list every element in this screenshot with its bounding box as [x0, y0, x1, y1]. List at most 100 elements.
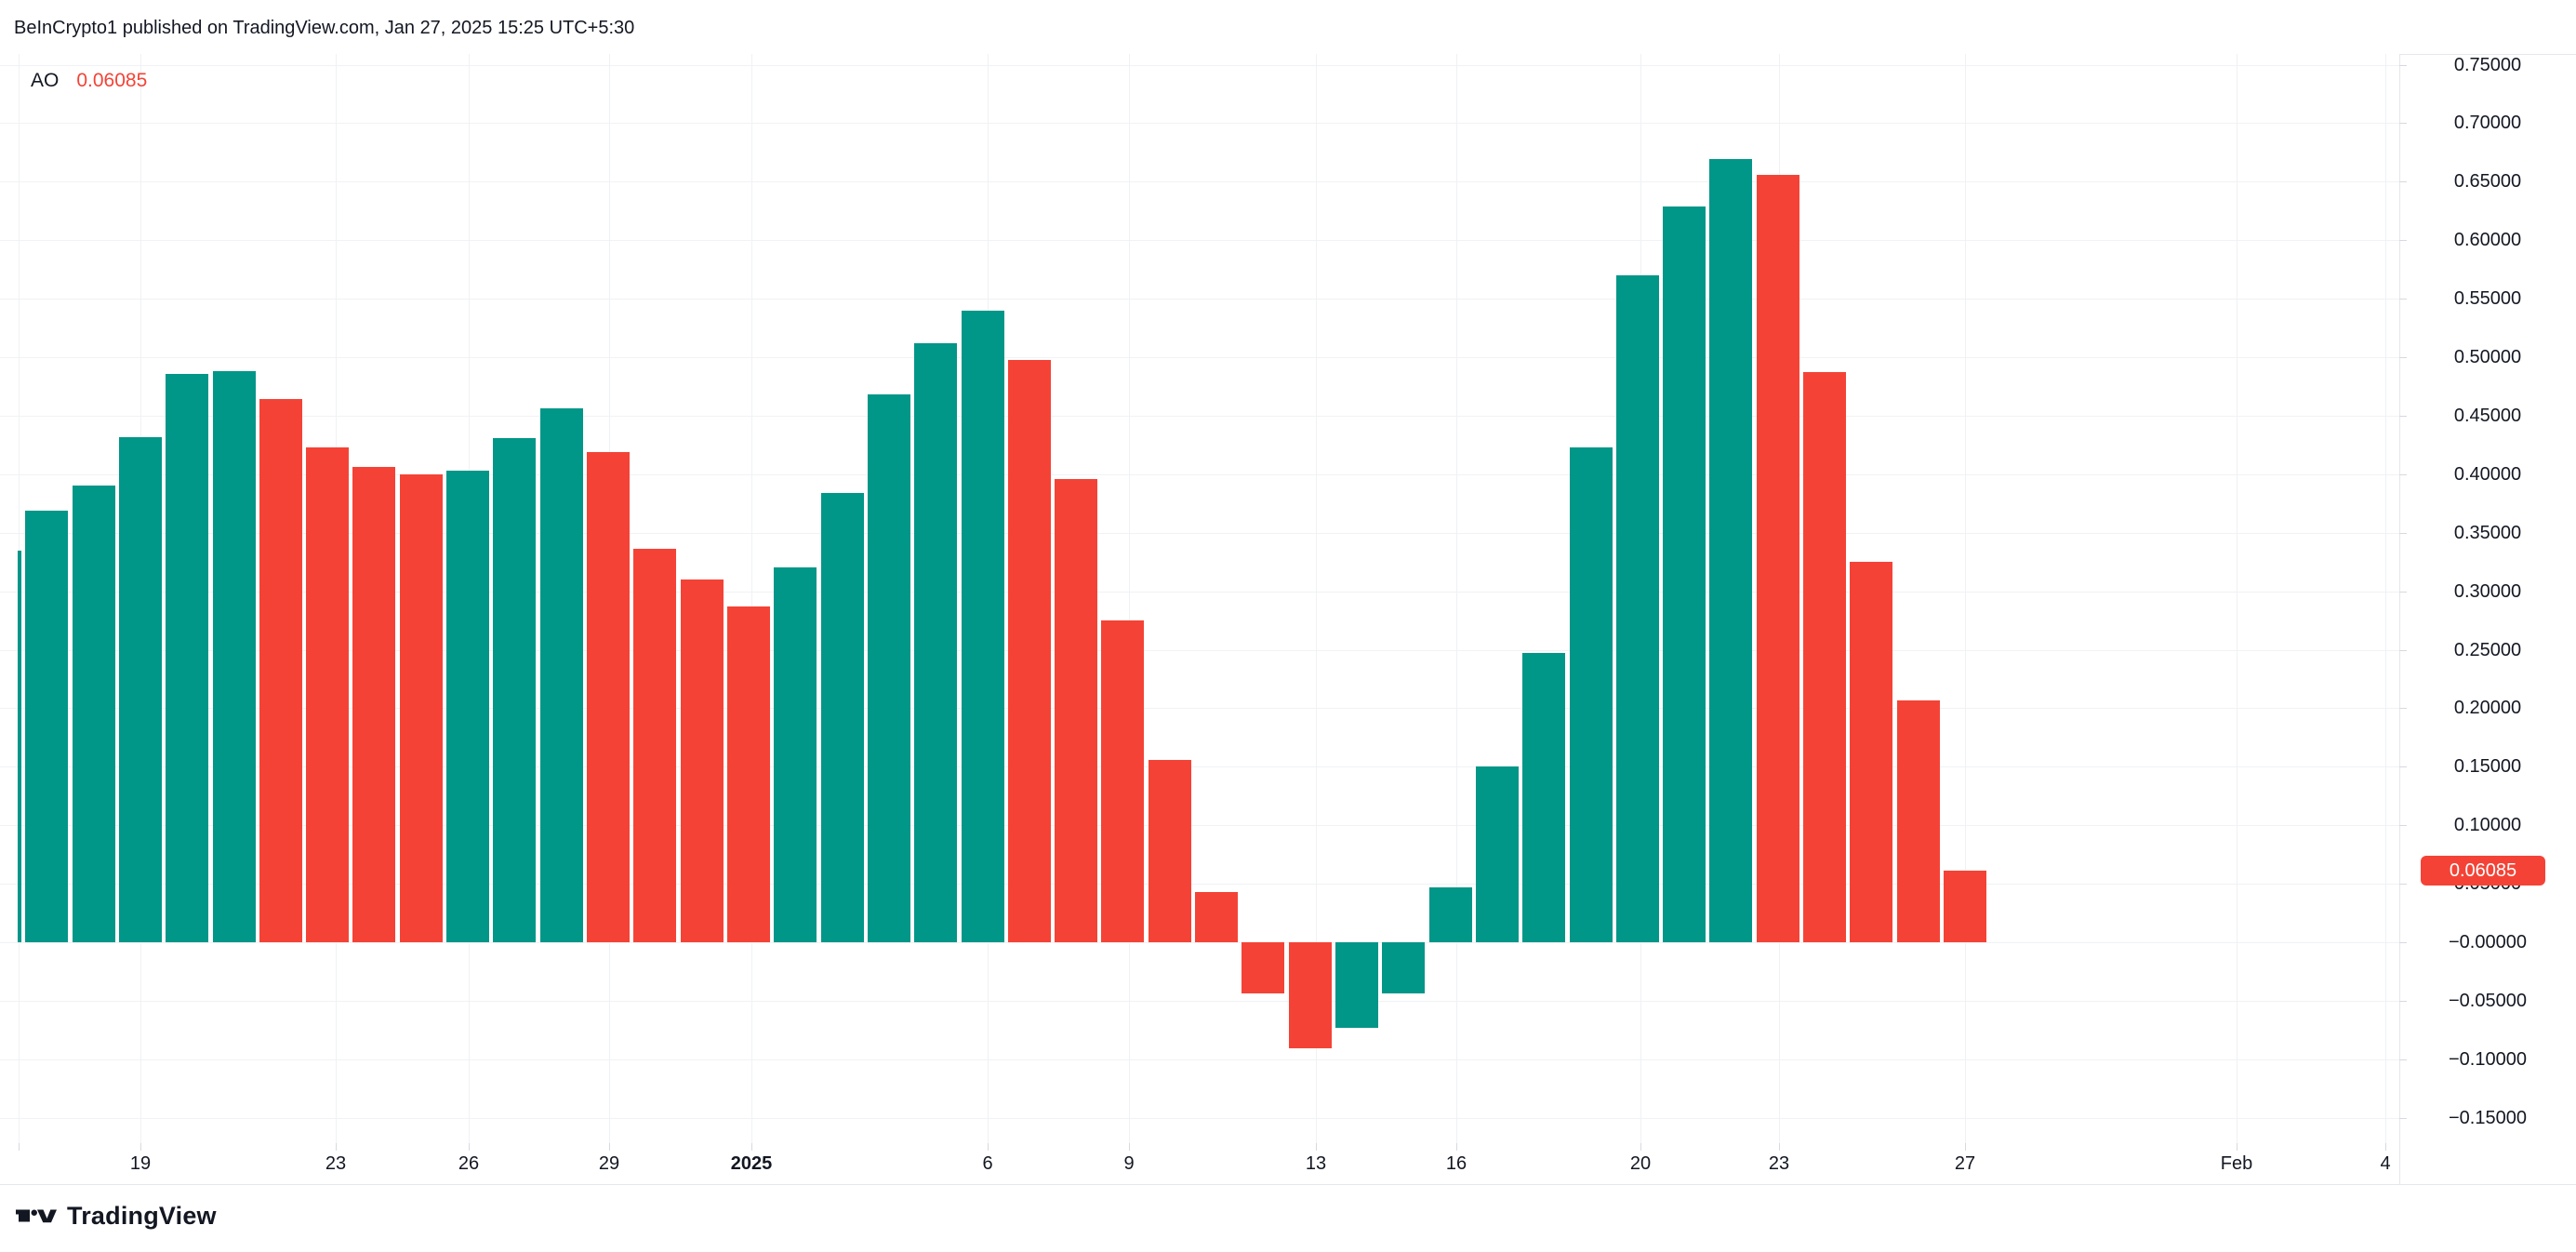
ao-histogram-bar-dec-30[interactable]	[633, 549, 676, 942]
price-axis-tick	[2399, 825, 2407, 826]
ao-histogram-bar-jan-20[interactable]	[1616, 275, 1659, 942]
ao-histogram-bar-dec-26[interactable]	[446, 471, 489, 942]
time-axis-tick	[751, 1143, 752, 1151]
ao-histogram-bar-dec-24[interactable]	[352, 467, 395, 942]
time-axis-tick	[140, 1143, 141, 1151]
ao-histogram-bar-jan-18[interactable]	[1522, 653, 1565, 942]
ao-histogram-bar-jan-8[interactable]	[1055, 479, 1097, 942]
price-axis-tick	[2399, 533, 2407, 534]
ao-chart-plot-area[interactable]	[0, 54, 2399, 1184]
horizontal-gridline	[0, 65, 2399, 66]
ao-histogram-bar-dec-25[interactable]	[400, 474, 443, 942]
horizontal-gridline	[0, 240, 2399, 241]
time-axis-label: 4	[2380, 1153, 2391, 1174]
ao-histogram-bar-dec-20[interactable]	[166, 374, 208, 942]
time-axis-tick	[19, 1143, 20, 1151]
time-axis-tick	[988, 1143, 989, 1151]
price-axis-tick	[2399, 65, 2407, 66]
price-axis-tick	[2399, 766, 2407, 767]
ao-histogram-bar-jan-27[interactable]	[1944, 871, 1986, 942]
price-axis[interactable]: 0.75000 0.70000 0.65000 0.60000 0.55000 0.500…	[2399, 54, 2576, 1184]
ao-histogram-bar-dec-22[interactable]	[259, 399, 302, 942]
ao-histogram-bar-dec-16[interactable]	[18, 551, 21, 942]
vertical-gridline	[1316, 54, 1317, 1151]
ao-histogram-bar-jan-3[interactable]	[821, 493, 864, 942]
horizontal-gridline	[0, 181, 2399, 182]
horizontal-gridline	[0, 533, 2399, 534]
price-axis-tick	[2399, 592, 2407, 593]
ao-histogram-bar-dec-18[interactable]	[73, 486, 115, 942]
ao-histogram-bar-dec-23[interactable]	[306, 447, 349, 942]
price-axis-tick	[2399, 1001, 2407, 1002]
ao-histogram-bar-jan-17[interactable]	[1476, 766, 1519, 942]
ao-histogram-bar-jan-7[interactable]	[1008, 360, 1051, 942]
ao-histogram-bar-dec-27[interactable]	[493, 438, 536, 942]
price-axis-tick	[2399, 650, 2407, 651]
ao-histogram-bar-dec-21[interactable]	[213, 371, 256, 942]
ao-histogram-bar-jan-24[interactable]	[1803, 372, 1846, 942]
ao-histogram-bar-jan-22[interactable]	[1709, 159, 1752, 942]
ao-histogram-bar-jan-11[interactable]	[1195, 892, 1238, 942]
ao-histogram-bar-jan-15[interactable]	[1382, 942, 1425, 993]
price-axis-separator	[2399, 54, 2400, 1184]
horizontal-gridline	[0, 766, 2399, 767]
indicator-legend[interactable]: AO 0.06085	[31, 70, 147, 92]
time-axis-tick	[1965, 1143, 1966, 1151]
ao-histogram-bar-jan-12[interactable]	[1242, 942, 1284, 993]
time-axis-tick	[609, 1143, 610, 1151]
ao-histogram-bar-dec-29[interactable]	[587, 452, 630, 942]
price-axis-tick	[2399, 416, 2407, 417]
horizontal-gridline	[0, 708, 2399, 709]
ao-histogram-bar-jan-5[interactable]	[914, 343, 957, 942]
snapshot-attribution-title: BeInCrypto1 published on TradingView.com…	[14, 18, 635, 38]
horizontal-gridline	[0, 299, 2399, 300]
last-value-price-tag: 0.06085	[2421, 856, 2545, 886]
horizontal-gridline	[0, 123, 2399, 124]
ao-histogram-bar-dec-19[interactable]	[119, 437, 162, 942]
time-axis-tick	[1129, 1143, 1130, 1151]
vertical-gridline	[751, 54, 752, 1151]
ao-histogram-bar-jan-25[interactable]	[1850, 562, 1892, 942]
vertical-gridline	[1129, 54, 1130, 1151]
tradingview-watermark[interactable]: TradingView	[16, 1202, 217, 1231]
time-axis-label: Feb	[2220, 1153, 2253, 1174]
ao-histogram-bar-jan-26[interactable]	[1897, 700, 1940, 942]
ao-histogram-bar-jan-2[interactable]	[774, 567, 817, 942]
time-axis-label: 23	[325, 1153, 347, 1174]
ao-histogram-bar-jan-23[interactable]	[1757, 175, 1799, 942]
time-axis-label: 23	[1768, 1153, 1790, 1174]
time-axis-tick	[1456, 1143, 1457, 1151]
price-axis-label: 0.65000	[2453, 171, 2522, 192]
price-axis-label: −0.05000	[2449, 991, 2527, 1011]
indicator-last-value: 0.06085	[76, 70, 148, 91]
price-axis-tick	[2399, 1059, 2407, 1060]
ao-histogram-bar-jan-13[interactable]	[1289, 942, 1332, 1048]
ao-histogram-bar-jan-19[interactable]	[1570, 447, 1613, 942]
indicator-name[interactable]: AO	[31, 70, 60, 91]
time-axis-label: 13	[1305, 1153, 1327, 1174]
time-axis-label: 29	[598, 1153, 620, 1174]
price-axis-label: 0.35000	[2453, 523, 2522, 543]
vertical-gridline	[1965, 54, 1966, 1151]
ao-histogram-bar-jan-21[interactable]	[1663, 206, 1706, 942]
price-axis-tick	[2399, 708, 2407, 709]
ao-histogram-bar-dec-28[interactable]	[540, 408, 583, 942]
tradingview-logo-icon	[16, 1203, 57, 1230]
time-axis-label: 26	[458, 1153, 480, 1174]
ao-histogram-bar-jan-10[interactable]	[1149, 760, 1191, 942]
time-axis-tick	[1640, 1143, 1641, 1151]
price-axis-tick	[2399, 181, 2407, 182]
ao-histogram-bar-jan-4[interactable]	[868, 394, 910, 942]
horizontal-gridline	[0, 1001, 2399, 1002]
ao-histogram-bar-jan-1[interactable]	[727, 606, 770, 942]
ao-histogram-bar-jan-9[interactable]	[1101, 620, 1144, 942]
horizontal-gridline	[0, 357, 2399, 358]
price-axis-tick	[2399, 942, 2407, 943]
ao-histogram-bar-jan-6[interactable]	[962, 311, 1004, 942]
price-axis-tick	[2399, 474, 2407, 475]
ao-histogram-bar-jan-14[interactable]	[1335, 942, 1378, 1028]
ao-histogram-bar-jan-16[interactable]	[1429, 887, 1472, 942]
ao-histogram-bar-dec-31[interactable]	[681, 579, 724, 942]
time-axis[interactable]: 19 23 26 29 2025 6 9 13 16 20 23 27 Feb 4	[0, 1143, 2576, 1184]
ao-histogram-bar-dec-17[interactable]	[25, 511, 68, 942]
